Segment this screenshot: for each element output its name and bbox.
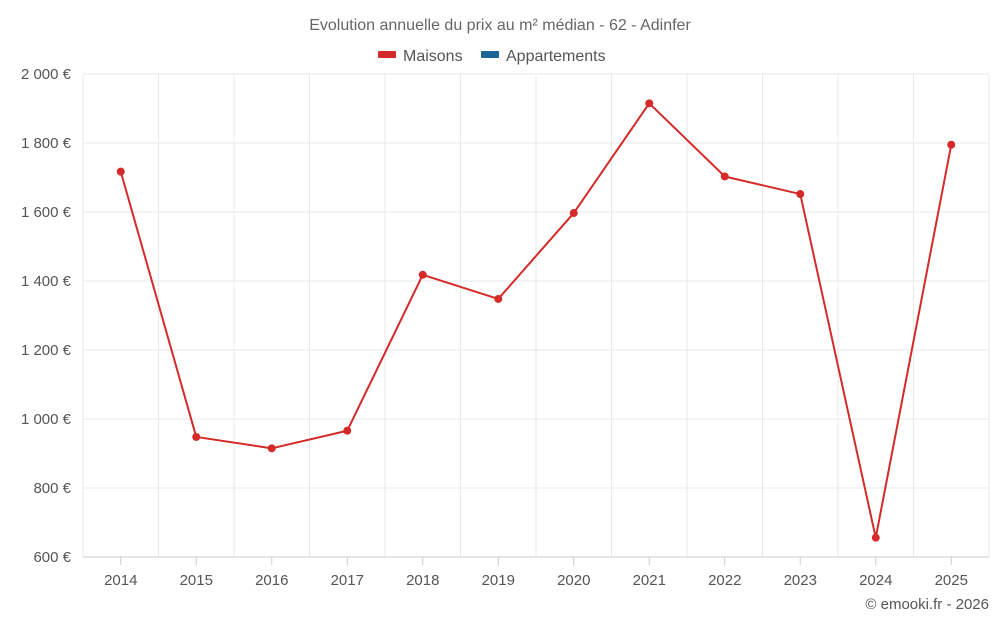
x-tick-label: 2023 (784, 572, 817, 589)
x-tick-label: 2017 (331, 572, 364, 589)
grid (82, 73, 990, 557)
y-tick-label: 1 200 € (21, 342, 72, 359)
data-point-maisons (343, 426, 352, 435)
data-point-maisons (192, 432, 201, 441)
data-point-maisons (645, 99, 654, 108)
data-point-maisons (871, 533, 880, 542)
x-tick-label: 2018 (406, 572, 439, 589)
y-tick-label: 800 € (33, 480, 71, 497)
x-tick-label: 2024 (859, 572, 892, 589)
series-line-maisons (119, 102, 953, 539)
legend-label-appartements: Appartements (506, 48, 606, 65)
data-point-maisons (796, 190, 805, 199)
legend-swatch-appartements (481, 51, 499, 58)
credit: © emooki.fr - 2026 (865, 596, 989, 613)
x-tick-label: 2025 (935, 572, 968, 589)
x-tick-label: 2020 (557, 572, 590, 589)
x-axis: 2014 2015 2016 2017 2018 2019 2020 2021 2022 2023… (83, 556, 989, 589)
legend: Maisons Appartements (378, 48, 606, 65)
x-tick-label: 2014 (104, 572, 137, 589)
data-point-maisons (720, 172, 729, 181)
x-tick-label: 2016 (255, 572, 288, 589)
data-point-maisons (418, 270, 427, 279)
x-tick-label: 2021 (633, 572, 666, 589)
legend-swatch-maisons (378, 51, 396, 58)
x-tick-label: 2019 (482, 572, 515, 589)
x-tick-label: 2015 (180, 572, 213, 589)
y-tick-label: 1 600 € (21, 204, 72, 221)
data-point-maisons (116, 167, 125, 176)
legend-item-maisons[interactable]: Maisons (378, 48, 463, 65)
data-point-maisons (947, 140, 956, 149)
chart-title: Evolution annuelle du prix au m² médian … (309, 17, 691, 34)
y-axis: 600 € 800 € 1 000 € 1 200 € 1 400 € 1 600 € 1 … (21, 66, 72, 566)
y-tick-label: 1 000 € (21, 411, 72, 428)
x-tick-label: 2022 (708, 572, 741, 589)
legend-item-appartements[interactable]: Appartements (481, 48, 606, 65)
y-tick-label: 600 € (33, 549, 71, 566)
data-point-maisons (267, 444, 276, 453)
series (116, 99, 956, 542)
legend-label-maisons: Maisons (403, 48, 463, 65)
y-tick-label: 1 800 € (21, 135, 72, 152)
y-tick-label: 2 000 € (21, 66, 72, 83)
data-point-maisons (494, 294, 503, 303)
data-point-maisons (569, 209, 578, 218)
y-tick-label: 1 400 € (21, 273, 72, 290)
